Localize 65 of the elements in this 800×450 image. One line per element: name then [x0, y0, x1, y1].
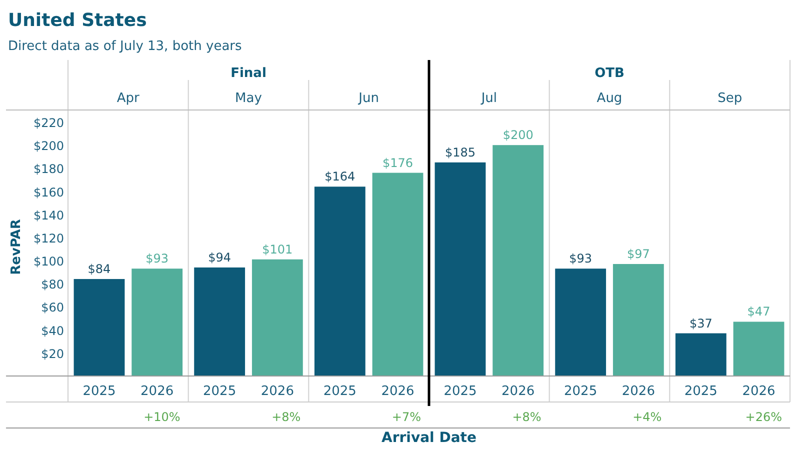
bar — [252, 259, 303, 376]
data-label: $94 — [208, 250, 232, 264]
series-label: 2026 — [140, 384, 174, 399]
chart-title: United States — [8, 10, 147, 31]
bar — [74, 279, 125, 376]
bar — [555, 268, 606, 376]
data-label: $93 — [569, 252, 592, 266]
text: 2026 — [260, 384, 294, 399]
text: 2025 — [564, 384, 598, 399]
y-axis-title: RevPAR — [9, 219, 24, 275]
bar — [314, 186, 366, 376]
x-axis-title: Arrival Date — [382, 430, 476, 446]
y-tick-label: $80 — [41, 278, 64, 292]
chart-subtitle: Direct data as of July 13, both years — [8, 39, 242, 54]
bar — [675, 333, 726, 376]
y-tick-label: $60 — [41, 300, 64, 315]
y-tick-label: $160 — [33, 185, 64, 200]
text: 2025 — [684, 384, 718, 399]
x-tick-label: Sep — [718, 91, 742, 106]
text: 2025 — [444, 384, 477, 399]
text: 2026 — [622, 384, 655, 399]
text: +7% — [392, 410, 421, 424]
text: +26% — [745, 410, 782, 424]
y-tick-label: $200 — [33, 139, 64, 154]
bar — [194, 267, 246, 376]
text: 2026 — [742, 384, 776, 399]
data-label: $185 — [444, 145, 476, 160]
data-label: $93 — [146, 252, 169, 266]
data-label: $97 — [626, 247, 650, 262]
text: +4% — [632, 410, 662, 424]
x-tick-label: Apr — [116, 91, 140, 106]
data-label: $37 — [689, 316, 712, 330]
text: Final — [230, 66, 266, 81]
bar — [132, 268, 183, 376]
y-tick-label: $100 — [33, 254, 64, 269]
x-tick-label: Jul — [480, 91, 498, 106]
x-tick-label: Aug — [596, 91, 622, 106]
bar — [372, 172, 424, 376]
y-tick-label: $20 — [41, 346, 64, 361]
data-label: $176 — [382, 156, 414, 170]
text: +10% — [144, 410, 180, 424]
series-label: 2025 — [82, 384, 116, 399]
bar — [733, 322, 784, 376]
text: 2025 — [323, 384, 356, 399]
data-label: $84 — [88, 262, 111, 276]
x-tick-label: May — [235, 91, 262, 106]
bar — [612, 264, 664, 376]
bar — [492, 145, 544, 376]
data-label: $101 — [262, 242, 293, 256]
data-label: $47 — [747, 304, 770, 319]
data-label: $200 — [502, 128, 534, 142]
text: 2026 — [381, 384, 414, 399]
text: +8% — [512, 410, 542, 424]
y-tick-label: $180 — [33, 162, 64, 176]
data-label: $164 — [324, 170, 356, 184]
bar — [434, 162, 486, 376]
text: 2026 — [502, 384, 535, 399]
y-tick-label: $40 — [41, 324, 64, 338]
y-tick-label: $140 — [33, 208, 64, 222]
y-tick-label: $120 — [33, 231, 64, 246]
text: OTB — [594, 66, 624, 81]
y-tick-label: $220 — [33, 116, 64, 130]
x-tick-label: Jun — [358, 91, 379, 106]
text: +8% — [272, 410, 301, 424]
text: 2025 — [203, 384, 236, 399]
